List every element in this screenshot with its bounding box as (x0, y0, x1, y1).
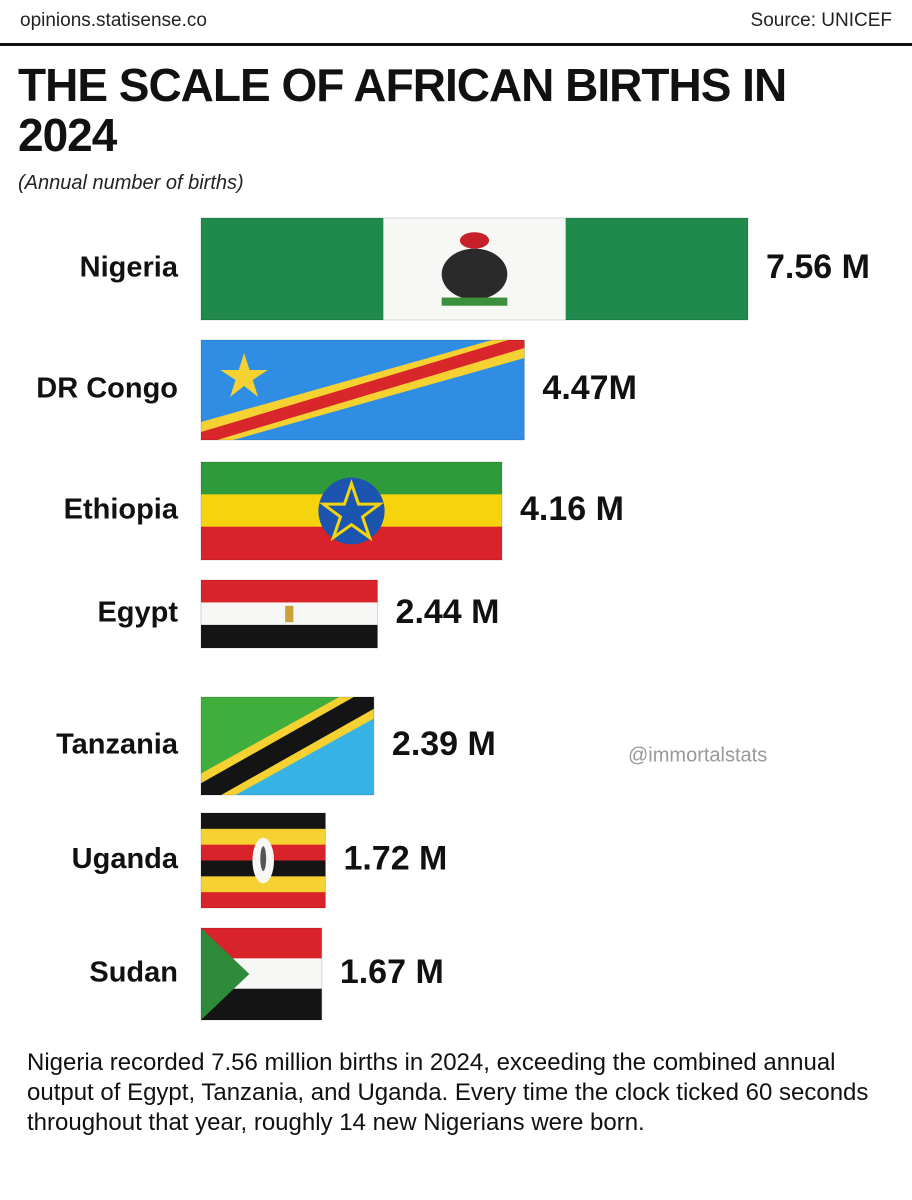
flag-stripe (201, 340, 525, 440)
flag-emblem (260, 846, 267, 871)
value-label: 4.47M (542, 369, 637, 407)
flag-emblem (441, 297, 508, 306)
category-label: Tanzania (56, 729, 179, 761)
bar (200, 461, 503, 561)
bar (200, 217, 749, 321)
bar (200, 579, 379, 649)
site-name: opinions.statisense.co (20, 10, 207, 31)
category-label: Uganda (72, 843, 179, 875)
flag-stripe (201, 697, 374, 795)
flag-star (220, 353, 268, 397)
flag-stripe (201, 876, 326, 893)
chart: @immortalstats Nigeria 7.56 M DR Congo 4.47… (36, 217, 870, 1021)
flag-stripe (201, 624, 378, 648)
flag-stripe (201, 813, 326, 830)
flag-emblem (459, 232, 490, 249)
flag (201, 928, 322, 1020)
category-label: Egypt (97, 597, 178, 629)
bar (200, 927, 323, 1021)
flag-triangle (201, 928, 250, 1020)
flag-emblem (285, 605, 294, 623)
source: Source: UNICEF (750, 10, 892, 31)
flag-star (318, 478, 385, 542)
category-label: Sudan (89, 957, 178, 989)
flag (201, 462, 502, 560)
category-label: Ethiopia (64, 494, 179, 526)
value-label: 2.44 M (396, 593, 500, 631)
value-label: 7.56 M (766, 248, 870, 286)
value-label: 2.39 M (392, 725, 496, 763)
category-label: DR Congo (36, 373, 178, 405)
flag (201, 340, 525, 440)
value-label: 1.67 M (340, 953, 444, 991)
watermark: @immortalstats (628, 744, 767, 766)
chart-title: THE SCALE OF AFRICAN BIRTHS IN 2024 (18, 59, 787, 161)
note: Nigeria recorded 7.56 million births in … (27, 1049, 869, 1136)
flag (201, 813, 326, 908)
flag (201, 218, 748, 320)
value-label: 4.16 M (520, 490, 624, 528)
bar (200, 339, 525, 441)
header-rule (0, 43, 912, 46)
flag-emblem (318, 477, 385, 545)
bar (200, 696, 375, 796)
flag (201, 697, 374, 795)
flag-stripe (201, 580, 378, 604)
flag-emblem (441, 248, 508, 300)
category-label: Nigeria (80, 252, 179, 284)
value-label: 1.72 M (343, 839, 447, 877)
chart-subtitle: (Annual number of births) (18, 172, 244, 194)
flag (201, 580, 378, 648)
flag-stripe (201, 892, 326, 908)
flag-stripe (201, 828, 326, 846)
bar (200, 812, 326, 909)
